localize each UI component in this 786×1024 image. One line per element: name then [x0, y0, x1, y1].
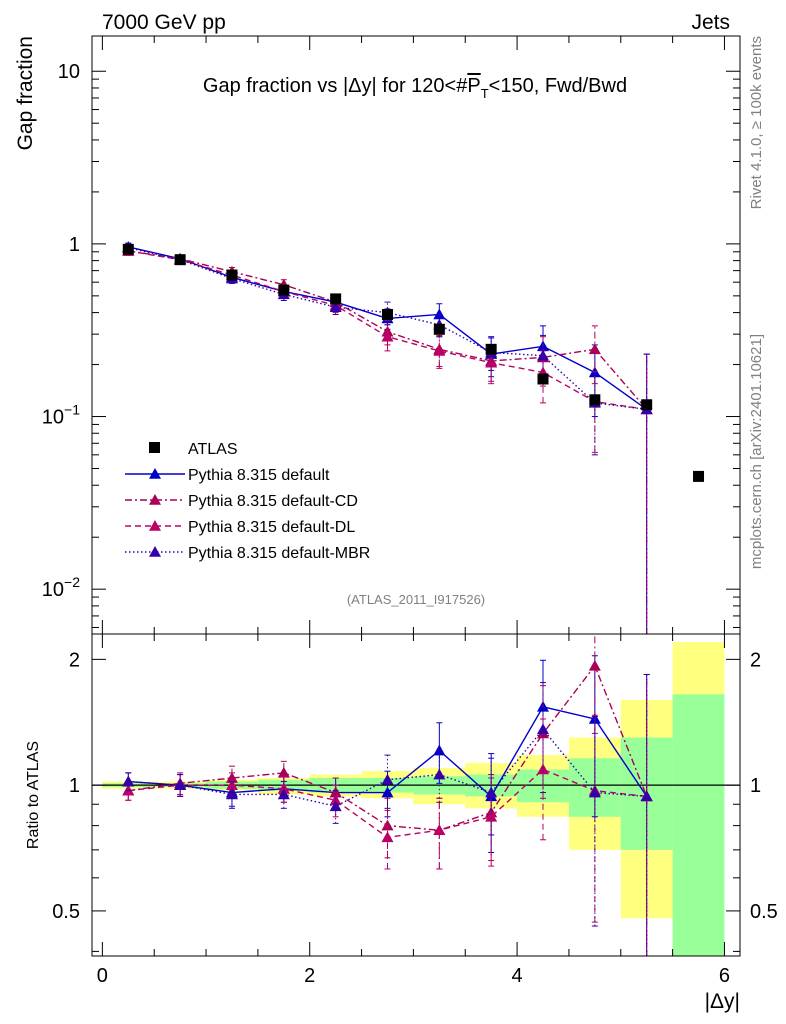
- data-point: [485, 810, 498, 822]
- x-tick-label: 6: [719, 965, 730, 987]
- side-label-mcplots: mcplots.cern.ch [arXiv:2401.10621]: [748, 334, 765, 569]
- ratio-y-tick-label: 2: [69, 649, 80, 671]
- ratio-y-tick-label-right: 0.5: [750, 901, 778, 923]
- ratio-y-tick-label-right: 1: [750, 775, 761, 797]
- data-point: [381, 773, 394, 785]
- series-pythia-8-315-default-mbr: [122, 673, 653, 956]
- legend-entry: Pythia 8.315 default-MBR: [125, 545, 370, 562]
- data-point: [433, 744, 446, 756]
- title-prefix: Gap fraction vs |Δy| for 120<#: [203, 75, 468, 97]
- data-point: [225, 779, 238, 790]
- header-left: 7000 GeV pp: [102, 11, 226, 34]
- legend-marker: [149, 546, 161, 557]
- data-point: [537, 723, 550, 735]
- legend: ATLAS Pythia 8.315 default Pythia 8.315 de…: [125, 441, 370, 562]
- ratio-y-tick-label: 1: [69, 775, 80, 797]
- ratio-panel: 0 2 4 6 2 2 1 1 0.5 0.5 Ratio to ATLAS: [25, 633, 778, 987]
- data-point: [277, 766, 290, 778]
- data-point: [174, 254, 186, 266]
- data-point: [381, 831, 394, 843]
- title-t: T: [481, 86, 489, 101]
- legend-label: Pythia 8.315 default-DL: [188, 519, 355, 536]
- y-tick-label: 10−2: [42, 574, 80, 601]
- x-tick-label: 4: [512, 965, 523, 987]
- data-point: [485, 786, 498, 798]
- data-point: [278, 284, 290, 296]
- data-point: [226, 269, 238, 281]
- data-point: [174, 779, 187, 790]
- data-point: [329, 794, 342, 806]
- y-tick-label: 10−1: [42, 402, 80, 429]
- data-point: [225, 788, 238, 800]
- series-atlas: [122, 243, 705, 482]
- data-point: [381, 330, 394, 342]
- ratio-y-axis-label: Ratio to ATLAS: [25, 741, 42, 849]
- series-pythia-8-315-default-mbr: [122, 241, 653, 634]
- legend-label: ATLAS: [188, 441, 238, 458]
- y-tick-label: 10: [58, 61, 80, 83]
- x-tick-label: 2: [304, 965, 315, 987]
- x-tick-label: 0: [97, 965, 108, 987]
- legend-entry: Pythia 8.315 default-DL: [125, 519, 355, 536]
- data-point: [433, 323, 445, 335]
- ratio-y-tick-label-right: 2: [750, 649, 761, 671]
- data-point: [433, 768, 446, 780]
- data-point: [537, 763, 550, 775]
- data-point: [693, 470, 705, 482]
- legend-entry: Pythia 8.315 default: [125, 467, 330, 484]
- data-point: [537, 373, 549, 385]
- data-point: [588, 786, 601, 798]
- header-right: Jets: [691, 11, 730, 34]
- data-point: [122, 775, 135, 787]
- y-axis-label: Gap fraction: [14, 36, 37, 150]
- series-pythia-8-315-default: [122, 240, 653, 634]
- data-point: [381, 308, 393, 320]
- data-point: [329, 301, 342, 312]
- data-point: [433, 824, 446, 836]
- y-tick-label: 1: [69, 234, 80, 256]
- legend-label: Pythia 8.315 default-CD: [188, 493, 358, 510]
- data-point: [277, 788, 290, 800]
- title-p: P: [467, 75, 480, 97]
- data-point: [641, 399, 653, 411]
- data-point: [122, 243, 134, 255]
- data-point: [329, 800, 342, 812]
- ratio-y-tick-label: 0.5: [52, 901, 80, 923]
- analysis-watermark: (ATLAS_2011_I917526): [347, 592, 485, 607]
- title-suffix: <150, Fwd/Bwd: [489, 75, 627, 97]
- ratio-panel-frame: [91, 633, 741, 957]
- data-point: [485, 343, 497, 355]
- data-point: [588, 659, 601, 671]
- data-point: [640, 790, 653, 802]
- data-point: [589, 394, 601, 406]
- uncertainty-band-green: [672, 694, 725, 956]
- side-label-rivet: Rivet 4.1.0, ≥ 100k events: [748, 36, 765, 209]
- legend-label: Pythia 8.315 default-MBR: [188, 545, 370, 562]
- data-point: [330, 293, 342, 305]
- legend-marker: [149, 468, 161, 479]
- x-axis-label: |Δy|: [705, 990, 740, 1013]
- data-point: [588, 343, 601, 355]
- legend-entry: ATLAS: [149, 441, 238, 458]
- legend-entry: Pythia 8.315 default-CD: [125, 493, 358, 510]
- data-point: [433, 308, 446, 320]
- legend-marker: [149, 520, 161, 531]
- main-title: Gap fraction vs |Δy| for 120<#PT<150, Fw…: [203, 75, 627, 101]
- legend-label: Pythia 8.315 default: [188, 467, 330, 484]
- data-point: [433, 344, 446, 356]
- legend-marker: [149, 442, 160, 453]
- main-panel: 10 1 10−1 10−2 Gap fraction vs |Δy| for 120…: [14, 35, 741, 635]
- legend-marker: [149, 494, 161, 505]
- data-point: [537, 349, 550, 361]
